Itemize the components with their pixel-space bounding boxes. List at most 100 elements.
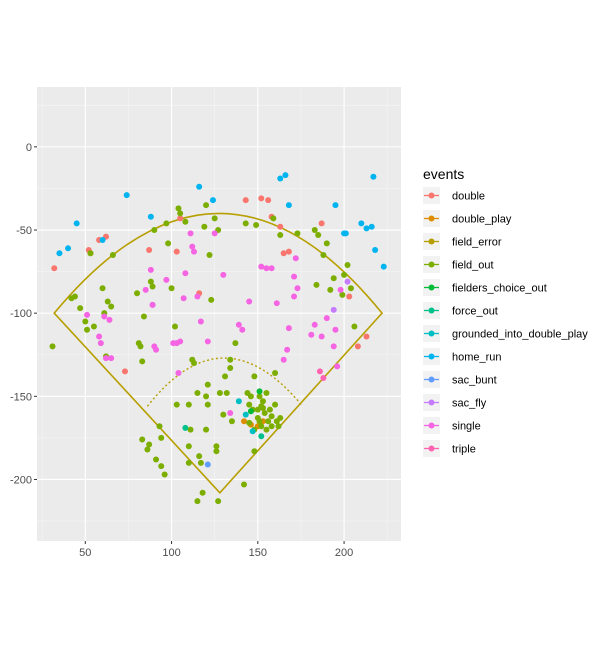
point-single bbox=[258, 263, 265, 270]
point-sac_fly bbox=[330, 306, 337, 313]
point-field_out bbox=[351, 323, 358, 330]
point-field_out bbox=[104, 298, 111, 305]
legend-label-grounded_into_double_play: grounded_into_double_play bbox=[452, 329, 588, 341]
point-field_out bbox=[153, 456, 160, 463]
point-field_out bbox=[158, 463, 165, 470]
point-field_out bbox=[90, 323, 97, 330]
y-tick-label: -200 bbox=[10, 474, 32, 486]
point-field_out bbox=[137, 343, 144, 350]
legend-label-force_out: force_out bbox=[452, 306, 498, 318]
legend-label-double_play: double_play bbox=[452, 214, 512, 226]
point-field_out bbox=[259, 398, 266, 405]
point-single bbox=[334, 363, 341, 370]
x-tick-label: 100 bbox=[162, 547, 180, 559]
point-double bbox=[346, 293, 353, 300]
point-single bbox=[239, 326, 246, 333]
point-field_out bbox=[204, 401, 211, 408]
point-field_out bbox=[347, 285, 354, 292]
point-single bbox=[108, 355, 115, 362]
point-field_out bbox=[99, 285, 106, 292]
point-field_out bbox=[190, 360, 197, 367]
point-field_out bbox=[87, 250, 94, 257]
y-tick-label: -50 bbox=[16, 225, 32, 237]
legend-point-triple bbox=[428, 445, 435, 452]
point-double bbox=[265, 197, 272, 204]
point-field_out bbox=[222, 373, 229, 380]
point-home_run bbox=[65, 245, 72, 252]
point-single bbox=[235, 321, 242, 328]
legend-label-double: double bbox=[452, 191, 485, 203]
point-home_run bbox=[363, 225, 370, 232]
point-field_out bbox=[156, 423, 163, 430]
point-home_run bbox=[277, 175, 284, 182]
point-field_out bbox=[168, 285, 175, 292]
legend-label-sac_fly: sac_fly bbox=[452, 398, 487, 410]
legend-label-home_run: home_run bbox=[452, 352, 502, 364]
point-single bbox=[318, 333, 325, 340]
point-home_run bbox=[332, 202, 339, 209]
point-field_out bbox=[256, 418, 263, 425]
point-home_run bbox=[342, 230, 349, 237]
point-field_out bbox=[206, 251, 213, 258]
point-field_out bbox=[196, 453, 203, 460]
point-field_out bbox=[77, 305, 84, 312]
point-field_out bbox=[201, 223, 208, 230]
point-home_run bbox=[358, 220, 365, 227]
point-home_run bbox=[380, 263, 387, 270]
point-field_out bbox=[323, 240, 330, 247]
point-home_run bbox=[99, 236, 106, 243]
point-single bbox=[284, 346, 291, 353]
point-double_play bbox=[241, 418, 248, 425]
point-double bbox=[285, 248, 292, 255]
point-field_out bbox=[341, 271, 348, 278]
point-double bbox=[173, 248, 180, 255]
point-home_run bbox=[282, 172, 289, 179]
point-field_out bbox=[165, 240, 172, 247]
point-field_out bbox=[246, 419, 253, 426]
point-field_out bbox=[84, 326, 91, 333]
point-triple bbox=[320, 375, 327, 382]
legend-point-force_out bbox=[428, 307, 435, 314]
point-double bbox=[280, 250, 287, 257]
point-home_run bbox=[368, 223, 375, 230]
point-home_run bbox=[73, 220, 80, 227]
point-field_out bbox=[151, 227, 158, 234]
point-sac_bunt bbox=[204, 461, 211, 468]
point-field_out bbox=[163, 220, 170, 227]
point-single bbox=[308, 331, 315, 338]
point-field_out bbox=[139, 358, 146, 365]
point-grounded_into_double_play bbox=[242, 411, 249, 418]
point-field_out bbox=[139, 436, 146, 443]
point-field_out bbox=[211, 215, 218, 222]
outfield-wall-line bbox=[53, 212, 384, 494]
legend-label-triple: triple bbox=[452, 444, 476, 456]
legend-point-double bbox=[428, 192, 435, 199]
point-fielders_choice_out bbox=[247, 408, 254, 415]
legend-point-double_play bbox=[428, 215, 435, 222]
point-single bbox=[189, 243, 196, 250]
point-field_out bbox=[232, 340, 239, 347]
legend-point-field_error bbox=[428, 238, 435, 245]
x-axis-ticks: 50 100 150 200 bbox=[79, 541, 353, 559]
point-field_out bbox=[315, 232, 322, 239]
point-single bbox=[291, 273, 298, 280]
point-field_out bbox=[259, 404, 266, 411]
point-double bbox=[318, 220, 325, 227]
point-field_out bbox=[327, 286, 334, 293]
point-single bbox=[177, 338, 184, 345]
point-field_out bbox=[177, 210, 184, 217]
point-field_out bbox=[223, 389, 230, 396]
point-field_out bbox=[339, 291, 346, 298]
point-field_out bbox=[197, 459, 204, 466]
point-triple bbox=[316, 368, 323, 375]
point-field_out bbox=[251, 448, 258, 455]
point-field_out bbox=[275, 423, 282, 430]
point-single bbox=[220, 271, 227, 278]
point-field_out bbox=[82, 318, 89, 325]
point-single bbox=[153, 346, 160, 353]
legend-label-fielders_choice_out: fielders_choice_out bbox=[452, 283, 547, 295]
legend-point-grounded_into_double_play bbox=[428, 330, 435, 337]
point-double bbox=[51, 265, 58, 272]
point-fielders_choice_out bbox=[256, 388, 263, 395]
